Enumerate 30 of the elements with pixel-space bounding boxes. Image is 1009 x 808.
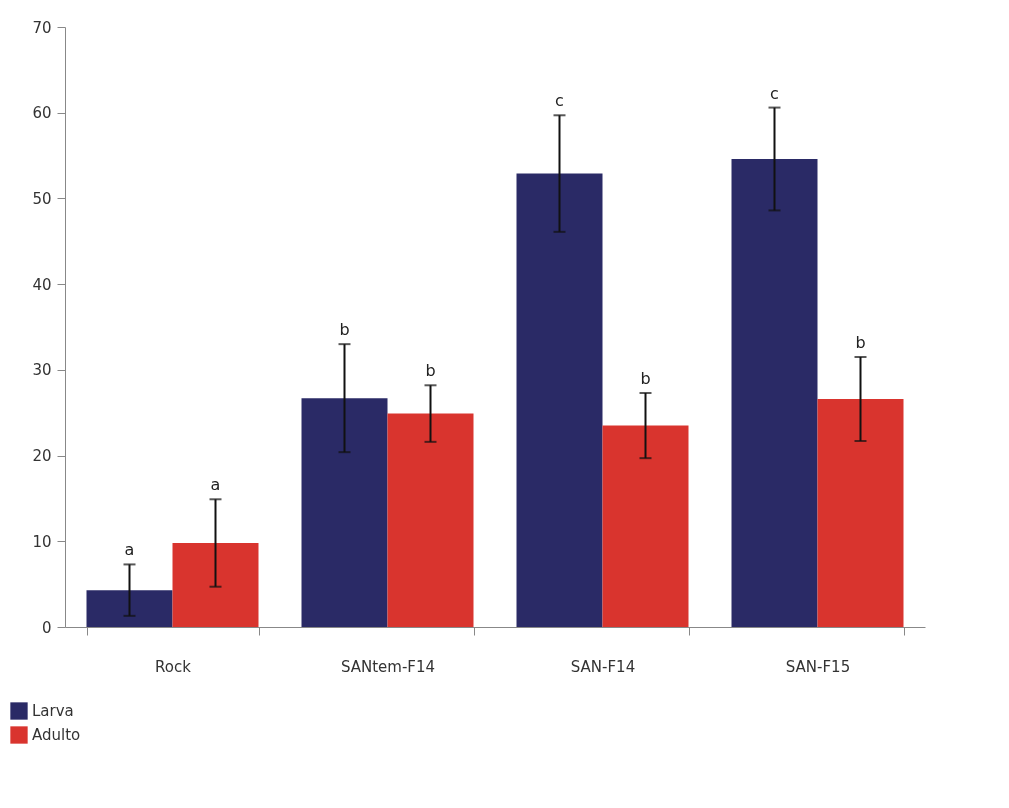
bar (172, 543, 259, 627)
annotation: b (425, 361, 436, 381)
annotation: c (770, 83, 779, 103)
bar (387, 413, 474, 627)
y-tick-label: 30 (32, 361, 52, 380)
bar (301, 398, 388, 627)
annotation: a (210, 475, 221, 495)
y-tick-label: 60 (32, 104, 52, 123)
annotation: b (640, 369, 651, 388)
x-tick-label: Rock (155, 657, 192, 676)
x-tick-label: SAN-F14 (570, 657, 636, 676)
bar (516, 173, 603, 627)
x-tick-label: SAN-F15 (785, 657, 851, 676)
bar (602, 425, 689, 627)
bar (731, 159, 818, 627)
y-tick-label: 10 (32, 532, 52, 551)
annotation: c (555, 91, 564, 111)
y-tick-label: 20 (32, 447, 52, 466)
bar (86, 590, 173, 627)
bar (817, 399, 904, 627)
annotation: b (339, 320, 350, 340)
annotation: a (124, 540, 135, 560)
y-tick-label: 0 (41, 618, 52, 637)
y-tick-label: 50 (32, 189, 52, 208)
legend-label: Larva (32, 702, 74, 720)
y-tick-label: 70 (32, 18, 52, 37)
annotation: b (855, 333, 866, 352)
legend-label: Adulto (32, 726, 81, 744)
y-tick-label: 40 (32, 275, 52, 294)
x-tick-label: SANtem-F14 (340, 657, 436, 676)
